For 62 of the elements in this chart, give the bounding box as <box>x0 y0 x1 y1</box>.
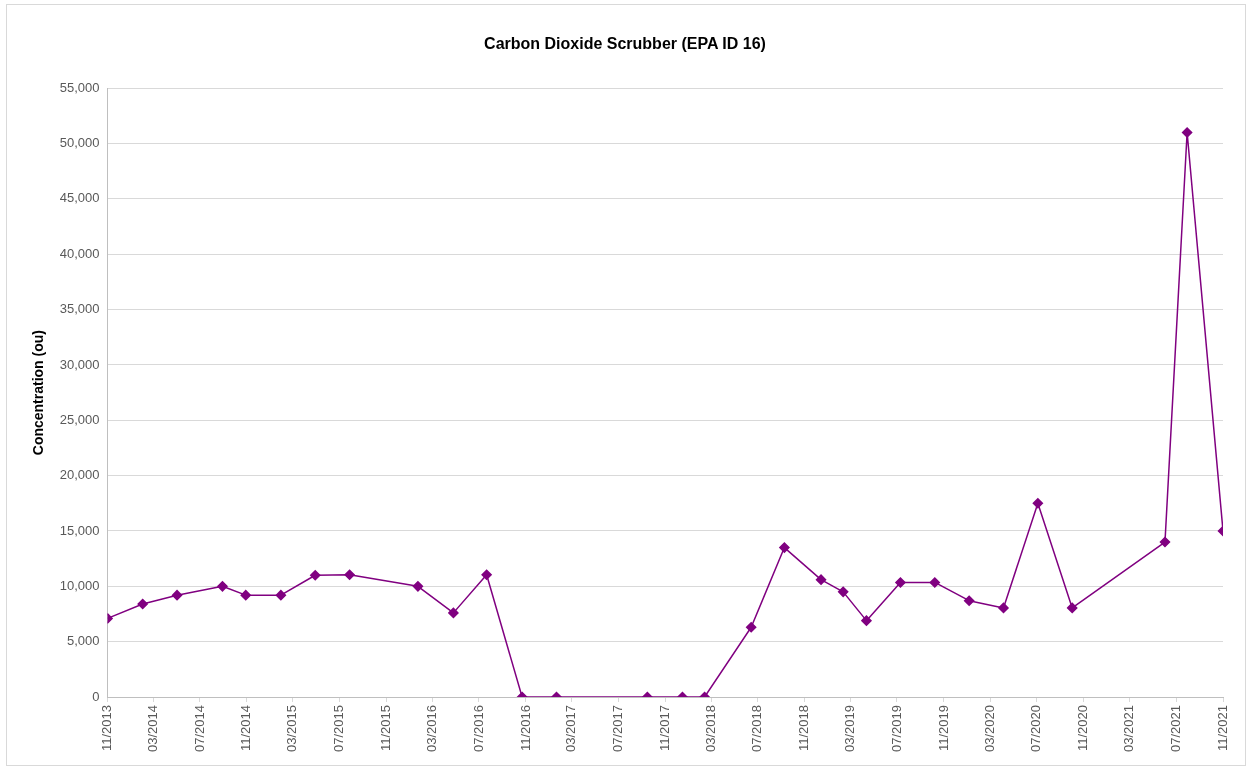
y-tick-label: 35,000 <box>59 301 100 317</box>
x-tick-label: 11/2016 <box>517 705 533 752</box>
point <box>963 595 975 606</box>
x-tick-label: 03/2020 <box>981 705 997 753</box>
point <box>998 602 1009 614</box>
point <box>929 577 941 588</box>
y-tick-label: 45,000 <box>59 190 100 206</box>
x-tick-label: 11/2015 <box>377 705 393 752</box>
y-tick-label: 5,000 <box>67 633 100 649</box>
point <box>412 581 424 592</box>
x-tick-label: 11/2018 <box>796 705 812 752</box>
point <box>1181 127 1193 138</box>
x-tick-label: 03/2017 <box>563 705 579 753</box>
point <box>1032 498 1044 509</box>
chart-title: Carbon Dioxide Scrubber (EPA ID 16) <box>484 35 766 53</box>
point <box>815 574 827 585</box>
x-tick-label: 03/2021 <box>1121 705 1137 753</box>
point <box>137 598 148 610</box>
x-tick-label: 11/2014 <box>238 705 254 752</box>
y-axis-title: Concentration (ou) <box>30 329 47 456</box>
x-tick-label: 03/2018 <box>702 705 718 753</box>
point <box>745 622 757 633</box>
y-tick-label: 20,000 <box>59 467 100 483</box>
point <box>895 577 906 588</box>
point <box>240 589 251 601</box>
y-tick-label: 50,000 <box>59 135 100 151</box>
y-tick-label: 0 <box>92 688 100 704</box>
x-tick-label: 07/2018 <box>749 705 765 753</box>
y-tick-label: 40,000 <box>59 245 100 261</box>
y-tick-label: 30,000 <box>59 356 100 372</box>
point <box>448 607 459 619</box>
point <box>779 542 790 553</box>
point <box>861 615 872 626</box>
point <box>171 589 183 601</box>
x-tick-label: 07/2017 <box>609 705 625 753</box>
point <box>344 569 355 580</box>
point <box>837 586 849 598</box>
x-tick-label: 11/2013 <box>99 705 115 752</box>
y-tick-label: 15,000 <box>59 522 100 538</box>
x-tick-label: 07/2020 <box>1028 705 1044 753</box>
x-tick-label: 11/2017 <box>656 705 672 752</box>
point <box>275 589 287 601</box>
x-tick-label: 07/2016 <box>470 705 486 753</box>
y-tick-label: 55,000 <box>59 79 100 95</box>
x-tick-label: 03/2014 <box>144 705 160 753</box>
x-tick-label: 11/2019 <box>935 705 951 752</box>
x-tick-label: 03/2019 <box>842 705 857 753</box>
x-tick-label: 03/2015 <box>284 705 300 753</box>
x-tick-label: 07/2014 <box>191 705 207 753</box>
x-tick-label: 03/2016 <box>424 705 439 753</box>
x-tick-label: 07/2015 <box>330 705 346 753</box>
x-tick-label: 07/2021 <box>1167 705 1183 753</box>
point <box>481 569 492 580</box>
x-tick-label: 07/2019 <box>888 705 904 753</box>
x-tick-label: 11/2021 <box>1214 705 1230 752</box>
point <box>1159 536 1171 548</box>
point <box>217 581 228 592</box>
y-tick-label: 25,000 <box>59 411 100 427</box>
point <box>309 570 321 581</box>
y-tick-label: 10,000 <box>59 577 100 593</box>
x-tick-label: 11/2020 <box>1075 705 1091 752</box>
point <box>1066 602 1078 614</box>
